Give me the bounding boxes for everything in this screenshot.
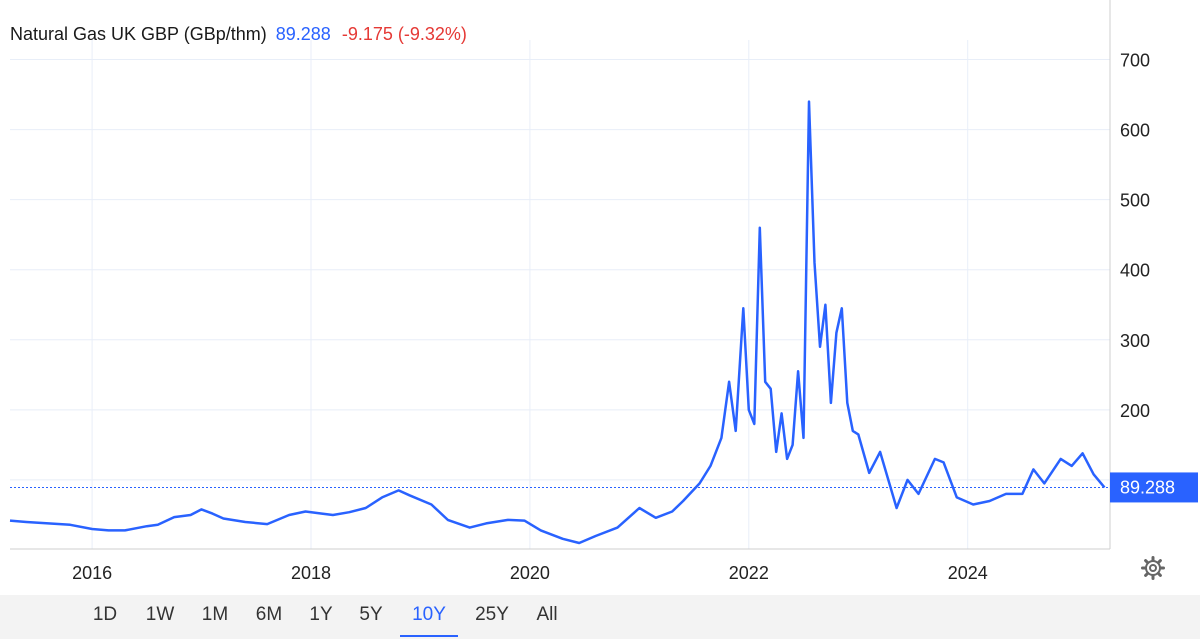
x-tick-label: 2018 xyxy=(291,563,331,583)
y-tick-label: 500 xyxy=(1120,191,1150,211)
last-value-tag xyxy=(1110,472,1198,503)
instrument-name: Natural Gas UK GBP (GBp/thm) xyxy=(10,24,267,44)
series-line xyxy=(9,100,1106,545)
y-tick-label: 200 xyxy=(1120,401,1150,421)
range-button-5y[interactable]: 5Y xyxy=(359,604,383,625)
last-value-tag-label: 89.288 xyxy=(1120,477,1175,497)
y-tick-label: 300 xyxy=(1120,331,1150,351)
chart-header: Natural Gas UK GBP (GBp/thm) 89.288 -9.1… xyxy=(10,24,467,45)
y-tick-label: 600 xyxy=(1120,121,1150,141)
x-tick-label: 2020 xyxy=(510,563,550,583)
range-button-10y[interactable]: 10Y xyxy=(400,595,458,637)
x-tick-label: 2024 xyxy=(948,563,988,583)
chart-area: 1002003004005006007002016201820202022202… xyxy=(9,0,1198,583)
range-button-1w[interactable]: 1W xyxy=(145,604,175,625)
range-button-1d[interactable]: 1D xyxy=(92,604,118,625)
price-change: -9.175 (-9.32%) xyxy=(341,24,467,44)
gear-icon[interactable] xyxy=(1141,556,1165,580)
range-button-6m[interactable]: 6M xyxy=(255,604,283,625)
x-tick-label: 2022 xyxy=(729,563,769,583)
range-button-all[interactable]: All xyxy=(536,604,558,625)
range-button-25y[interactable]: 25Y xyxy=(475,604,509,625)
y-tick-label: 400 xyxy=(1120,261,1150,281)
range-selector: 1D 1W 1M 6M 1Y 5Y 10Y 25Y All xyxy=(0,595,1200,639)
x-tick-label: 2016 xyxy=(72,563,112,583)
last-price: 89.288 xyxy=(275,24,331,44)
y-tick-label: 700 xyxy=(1120,51,1150,71)
price-chart: 1002003004005006007002016201820202022202… xyxy=(9,0,1198,583)
range-button-1m[interactable]: 1M xyxy=(201,604,229,625)
range-button-1y[interactable]: 1Y xyxy=(309,604,333,625)
